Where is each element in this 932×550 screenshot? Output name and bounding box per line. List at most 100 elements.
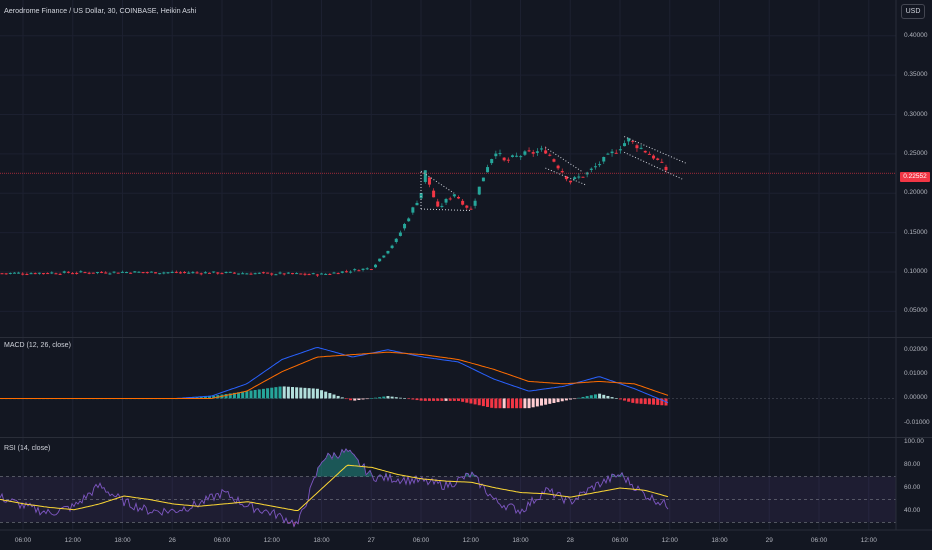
candle-body [593, 166, 597, 168]
candle-body [660, 161, 664, 163]
macd-histogram-bar [282, 386, 286, 399]
macd-histogram-bar [531, 398, 535, 408]
candle-body [145, 272, 149, 274]
candle-body [535, 151, 539, 153]
candle-body [569, 180, 573, 183]
macd-histogram-bar [415, 398, 419, 401]
candle-body [203, 272, 207, 274]
candle-body [527, 150, 531, 152]
macd-histogram-bar [585, 396, 589, 399]
candle-body [8, 272, 12, 274]
candle-body [519, 156, 523, 158]
macd-histogram-bar [228, 393, 232, 399]
rsi-pane[interactable] [0, 448, 896, 528]
macd-histogram-bar [257, 389, 261, 399]
price-pane[interactable] [0, 136, 896, 277]
candle-body [481, 177, 485, 182]
macd-histogram-bar [382, 396, 386, 399]
candle-body [490, 159, 494, 164]
macd-histogram-bar [274, 387, 278, 399]
macd-histogram-bar [560, 398, 564, 402]
candle-body [249, 273, 253, 275]
candle-body [614, 152, 618, 154]
macd-histogram-bar [253, 389, 257, 399]
macd-histogram-bar [195, 397, 199, 399]
candle-body [515, 155, 519, 157]
candle-body [369, 269, 373, 271]
rsi-legend[interactable]: RSI (14, close) [4, 445, 51, 452]
macd-histogram-bar [552, 398, 556, 403]
candle-body [170, 271, 174, 273]
macd-histogram-bar [374, 397, 377, 399]
macd-histogram-bar [527, 398, 531, 409]
rsi-axis-label: 100.00 [904, 438, 924, 446]
macd-histogram-bar [203, 396, 207, 399]
candle-body [469, 208, 473, 210]
macd-histogram-bar [465, 398, 469, 403]
candle-body [523, 151, 527, 155]
time-axis-label: 18:00 [711, 537, 728, 544]
price-axis-label: 0.40000 [904, 31, 928, 39]
macd-histogram-bar [544, 398, 548, 405]
macd-histogram-bar [569, 398, 573, 400]
candle-body [332, 272, 336, 274]
macd-histogram-bar [610, 397, 614, 399]
candle-body [427, 177, 431, 185]
macd-histogram-bar [540, 398, 543, 406]
candle-body [448, 198, 452, 200]
macd-histogram-bar [328, 393, 332, 399]
candle-body [602, 156, 606, 162]
candle-body [133, 271, 137, 273]
signal-line [0, 351, 669, 399]
candle-body [75, 272, 79, 274]
candle-body [261, 272, 265, 274]
candle-body [473, 200, 477, 206]
macd-histogram-bar [332, 394, 336, 399]
candle-body [104, 272, 108, 274]
candle-body [87, 272, 91, 274]
macd-legend[interactable]: MACD (12, 26, close) [4, 342, 71, 349]
candle-body [224, 271, 228, 273]
price-axis-label: 0.15000 [904, 228, 928, 236]
macd-histogram-bar [394, 397, 398, 399]
candle-body [353, 269, 357, 271]
candle-body [656, 158, 660, 160]
candle-body [548, 154, 552, 156]
candle-body [129, 272, 133, 274]
macd-histogram-bar [270, 387, 274, 399]
macd-pane[interactable] [0, 346, 896, 409]
time-axis-label: 26 [168, 537, 176, 544]
candle-body [191, 272, 195, 274]
candle-body [631, 140, 635, 142]
candle-body [120, 271, 124, 273]
candle-body [386, 250, 390, 254]
price-axis-label: 0.25000 [904, 149, 928, 157]
candle-body [606, 153, 610, 155]
macd-histogram-bar [593, 394, 597, 399]
symbol-title: Aerodrome Finance / US Dollar, 30, COINB… [4, 6, 197, 15]
candle-body [623, 143, 626, 147]
candle-body [212, 271, 216, 273]
candle-body [46, 273, 50, 275]
macd-histogram-bar [448, 398, 452, 401]
candle-body [116, 272, 120, 274]
candle-body [315, 274, 319, 276]
macd-histogram-bar [386, 396, 390, 399]
currency-button[interactable]: USD [901, 4, 925, 19]
time-axis-label: 18:00 [114, 537, 131, 544]
macd-histogram-bar [432, 398, 436, 401]
candle-body [556, 165, 560, 169]
pane-dividers[interactable] [0, 0, 932, 531]
candle-body [71, 273, 75, 275]
candle-body [137, 271, 141, 273]
macd-histogram-bar [469, 398, 473, 404]
candle-body [62, 271, 66, 273]
candle-body [361, 268, 365, 270]
time-axis-label: 28 [566, 537, 574, 544]
candle-body [174, 271, 178, 273]
time-axis-label: 06:00 [213, 537, 231, 544]
candle-body [432, 190, 436, 198]
candle-body [108, 273, 112, 275]
candle-body [328, 273, 332, 275]
